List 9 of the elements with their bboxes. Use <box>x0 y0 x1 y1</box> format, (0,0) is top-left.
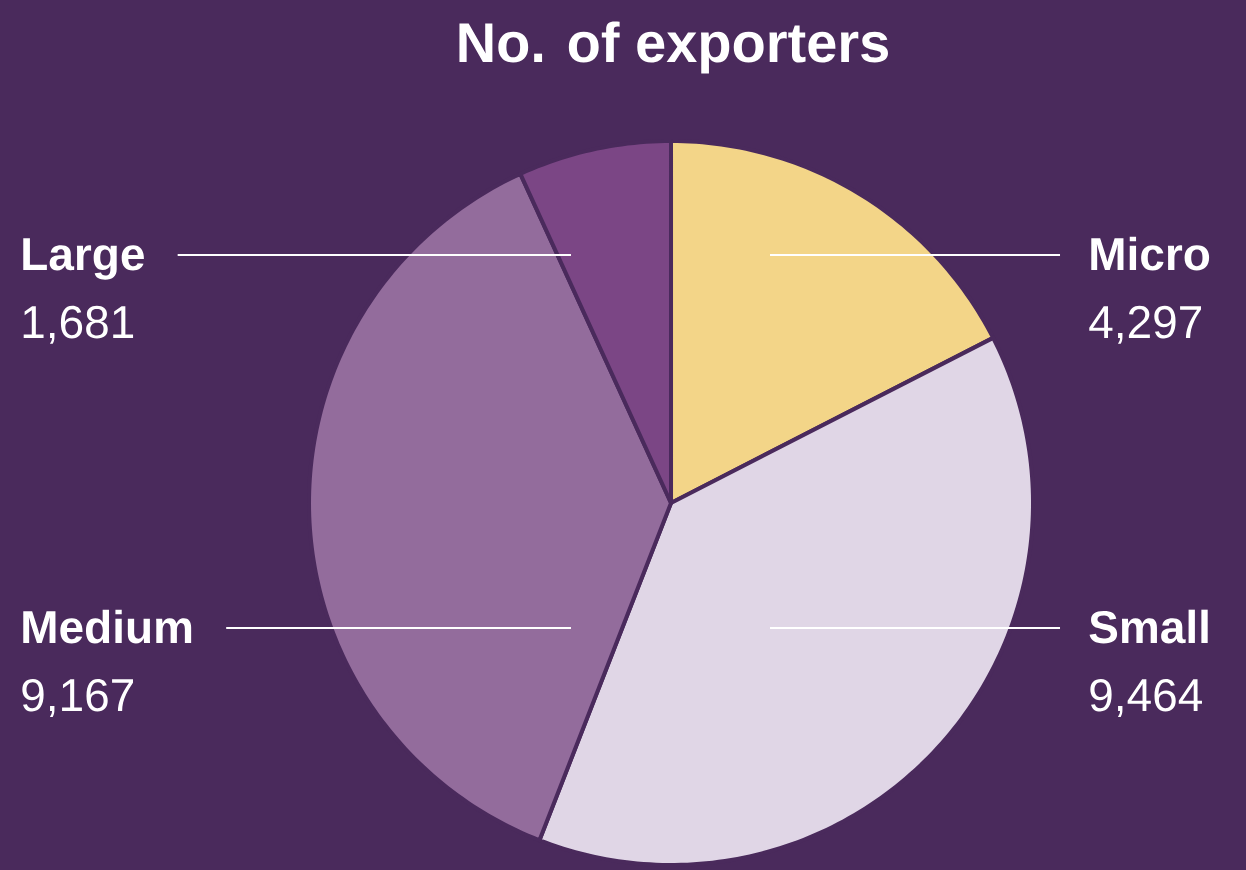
data-label: 9,464 <box>1090 678 1202 717</box>
slice-label: Large <box>23 238 144 280</box>
slice-label: Medium <box>23 609 192 644</box>
slice-label: Small <box>1089 609 1208 644</box>
chart-title: No. of exporters <box>459 21 888 74</box>
slice-label: Micro <box>1091 236 1210 271</box>
data-label: 1,681 <box>23 305 134 344</box>
data-label: 9,167 <box>22 678 133 717</box>
data-label: 4,297 <box>1089 305 1202 344</box>
